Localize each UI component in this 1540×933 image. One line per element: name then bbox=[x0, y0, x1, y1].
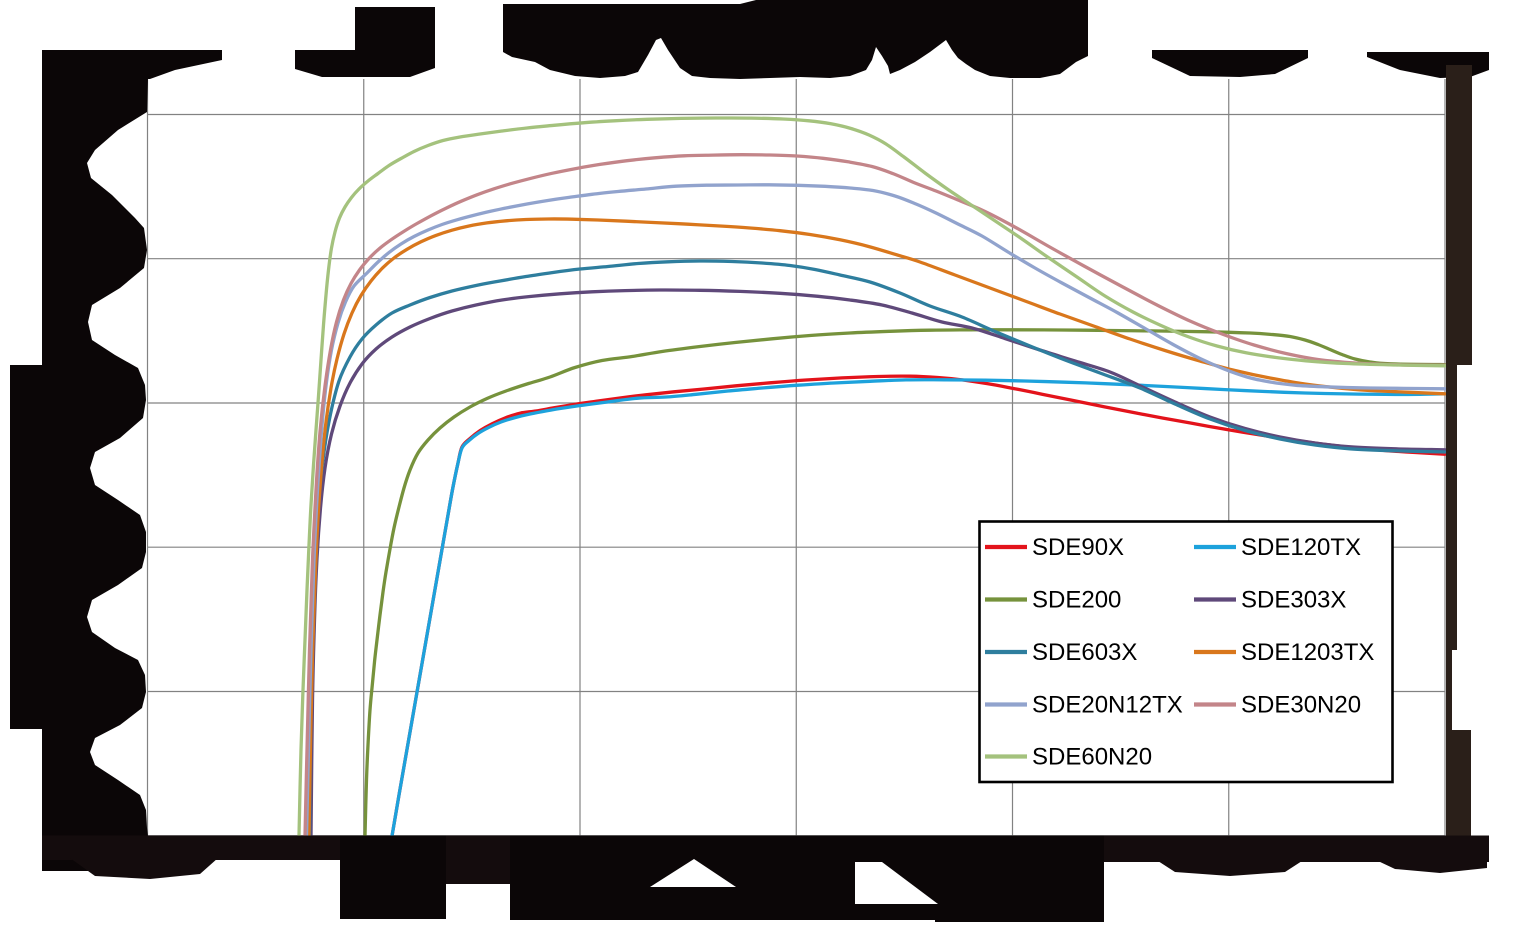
svg-text:SDE90X: SDE90X bbox=[1032, 534, 1124, 561]
svg-text:SDE303X: SDE303X bbox=[1241, 587, 1346, 614]
svg-text:SDE1203TX: SDE1203TX bbox=[1241, 639, 1374, 666]
svg-text:SDE20N12TX: SDE20N12TX bbox=[1032, 692, 1183, 719]
svg-text:SDE30N20: SDE30N20 bbox=[1241, 692, 1361, 719]
svg-text:SDE603X: SDE603X bbox=[1032, 639, 1137, 666]
svg-text:SDE60N20: SDE60N20 bbox=[1032, 744, 1152, 771]
svg-text:SDE120TX: SDE120TX bbox=[1241, 534, 1361, 561]
svg-text:SDE200: SDE200 bbox=[1032, 587, 1121, 614]
